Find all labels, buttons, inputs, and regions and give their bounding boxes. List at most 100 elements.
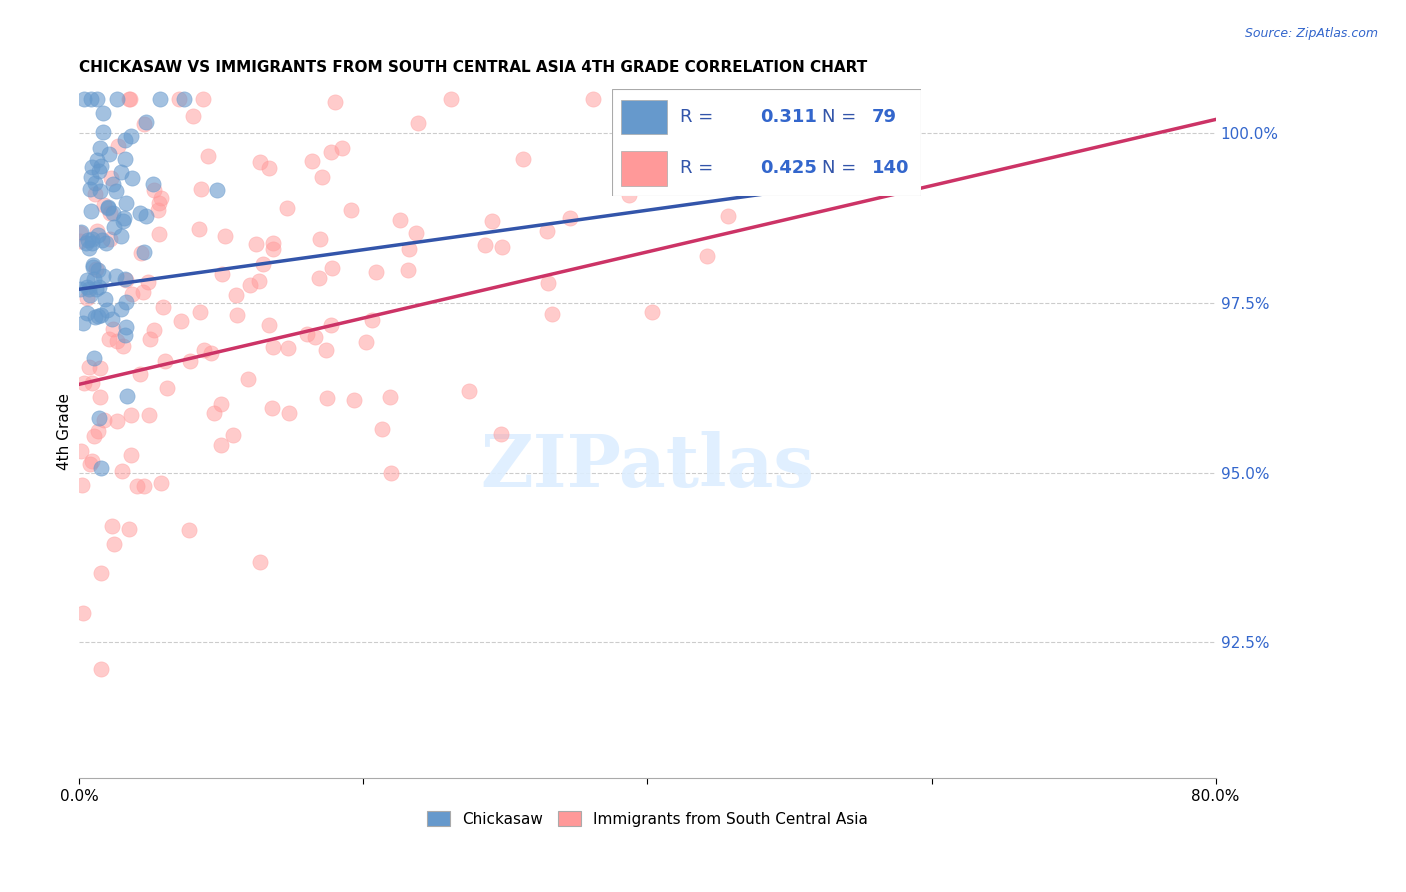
Point: [77, 359, 100, 374]
Point: [115, 389, 138, 403]
Point: [69, 226, 91, 240]
Point: [103, 537, 125, 551]
Point: [152, 300, 174, 314]
Point: [76, 306, 98, 320]
Point: [319, 318, 342, 333]
Point: [87, 424, 110, 438]
Point: [156, 381, 179, 395]
Point: [101, 519, 124, 533]
Point: [276, 201, 298, 215]
Point: [69, 282, 91, 296]
Point: [136, 275, 159, 289]
Point: [717, 210, 740, 224]
Point: [91, 106, 114, 120]
Text: ZIPatlas: ZIPatlas: [481, 431, 814, 502]
Point: [132, 245, 155, 260]
Point: [366, 265, 388, 279]
Point: [90, 566, 112, 580]
Point: [148, 227, 170, 242]
Point: [115, 195, 138, 210]
Point: [87, 164, 110, 178]
Point: [249, 555, 271, 569]
Point: [89, 360, 111, 375]
Point: [104, 184, 127, 198]
FancyBboxPatch shape: [621, 100, 668, 134]
Point: [110, 301, 132, 316]
Point: [70, 225, 93, 239]
Point: [191, 92, 214, 106]
Point: [756, 120, 779, 134]
Point: [86, 224, 108, 238]
Point: [181, 109, 204, 123]
Point: [582, 92, 605, 106]
Point: [188, 304, 211, 318]
Point: [75, 235, 97, 250]
Point: [76, 280, 98, 294]
Point: [110, 165, 132, 179]
Legend: Chickasaw, Immigrants from South Central Asia: Chickasaw, Immigrants from South Central…: [420, 805, 875, 833]
Point: [86, 227, 108, 242]
Point: [93, 198, 115, 212]
Point: [89, 184, 111, 198]
Point: [319, 145, 342, 160]
Point: [245, 236, 267, 251]
Text: 79: 79: [872, 108, 897, 126]
Point: [361, 313, 384, 327]
Point: [214, 229, 236, 244]
Point: [339, 203, 361, 218]
Point: [111, 464, 134, 478]
Point: [238, 372, 260, 386]
Point: [134, 117, 156, 131]
Point: [193, 343, 215, 358]
Point: [155, 354, 177, 368]
Point: [97, 332, 120, 346]
Point: [143, 323, 166, 337]
Point: [79, 182, 101, 196]
Point: [87, 411, 110, 425]
Point: [69, 444, 91, 458]
Point: [83, 351, 105, 365]
Point: [76, 291, 98, 305]
Point: [222, 428, 245, 442]
Point: [83, 177, 105, 191]
Point: [120, 128, 142, 143]
Point: [138, 408, 160, 422]
Point: [617, 188, 640, 202]
Point: [128, 367, 150, 381]
Point: [440, 92, 463, 106]
Point: [257, 161, 280, 175]
Text: R =: R =: [679, 160, 713, 178]
Point: [190, 182, 212, 196]
Point: [301, 153, 323, 168]
Point: [120, 409, 142, 423]
Point: [127, 479, 149, 493]
Point: [86, 92, 108, 106]
Point: [70, 478, 93, 492]
Point: [536, 224, 558, 238]
Point: [142, 177, 165, 191]
Point: [112, 211, 135, 225]
Point: [398, 242, 420, 256]
Point: [148, 196, 170, 211]
Point: [80, 160, 103, 174]
Point: [179, 523, 201, 537]
Point: [80, 92, 103, 106]
Text: N =: N =: [823, 108, 856, 126]
Point: [105, 334, 128, 348]
Point: [132, 478, 155, 492]
Point: [80, 169, 103, 184]
Point: [79, 457, 101, 471]
Point: [257, 318, 280, 332]
Point: [380, 466, 402, 480]
Point: [105, 415, 128, 429]
Point: [354, 334, 377, 349]
Point: [260, 401, 283, 415]
Point: [489, 427, 512, 442]
Text: 140: 140: [872, 160, 908, 178]
Point: [104, 268, 127, 283]
Point: [90, 308, 112, 322]
Point: [696, 249, 718, 263]
Point: [297, 326, 319, 341]
Point: [112, 339, 135, 353]
Point: [150, 191, 173, 205]
